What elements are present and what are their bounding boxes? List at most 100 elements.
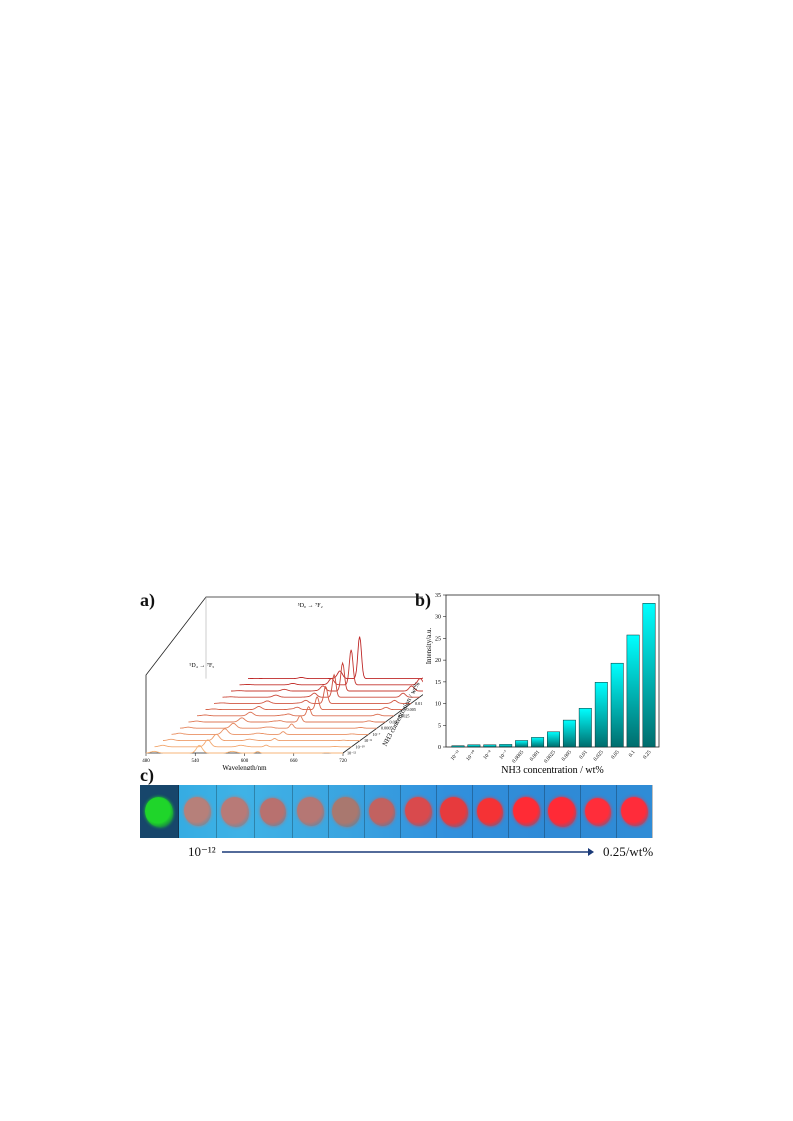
bar [515,740,529,748]
sample-powder [296,797,324,826]
x-tick-label: 0.025 [593,749,605,762]
x-tick-label: 10⁻¹⁰ [465,749,477,762]
sample-photo [178,785,217,838]
sample-powder [183,797,211,826]
x-tick-label: 10⁻⁷ [498,749,509,761]
y-tick-label: 20 [435,658,441,664]
sample-photo [364,785,401,838]
panel-a-label: a) [140,590,155,610]
bar [626,634,640,748]
depth-tick-label: 10⁻¹² [347,751,357,756]
x-tick-label: 0.001 [529,749,541,762]
x-tick-label: 10⁻¹² [450,749,462,762]
x-tick-label: 0.005 [561,749,573,762]
depth-tick-label: 0.0005 [381,726,393,731]
depth-tick-label: 10⁻⁸ [364,738,372,743]
arrow-start-label: 10⁻¹² [188,844,216,859]
sample-powder [260,797,286,826]
sample-photo [140,785,179,838]
sample-powder [477,797,503,826]
spectrum-line [231,661,423,692]
sample-photo [616,785,653,838]
panel-c-label: c) [140,765,154,785]
spectrum-line [248,636,423,680]
bar [451,745,465,748]
sample-photo [436,785,473,838]
bar [547,731,560,748]
arrow-end-label: 0.25/wt% [603,844,654,859]
spectrum-line [239,649,423,686]
intensity-bar-chart: 0 5 10 15 20 25 30 35 Intensity/a.u. 10⁻¹² 10⁻¹⁰ 10… [425,593,660,775]
y-tick-label: 35 [435,593,441,599]
spectrum-line [205,696,403,711]
spectrum-line [163,733,360,742]
sample-powder [332,796,360,827]
bar [594,682,608,748]
sample-photo [328,785,365,838]
spectrum-line [146,744,343,754]
concentration-arrow [222,848,594,856]
bar [483,744,497,748]
x-tick-label: 540 [192,759,200,764]
sample-photo [216,785,255,838]
sample-photo [508,785,545,838]
sample-photo [580,785,617,838]
sample-photo [400,785,437,838]
x-tick-label: 0.0005 [511,749,525,764]
x-axis-label: NH3 concentration / wt% [501,765,603,775]
spectrum-line [214,685,411,704]
x-tick-label: 720 [339,759,347,764]
spectrum-line [222,673,420,698]
x-axis-label: Wavelength/nm [222,764,267,770]
x-tick-label: 600 [241,759,249,764]
sample-photo [292,785,329,838]
depth-tick-label: 10⁻⁷ [373,732,381,737]
annotation-tb: ⁵D₄ → ⁷F₅ [189,663,214,669]
bar [610,662,624,748]
sample-powder [221,796,249,827]
spectrum-line [188,715,386,723]
sample-powder [404,797,432,826]
x-tick-label: 480 [142,759,150,764]
bar [531,737,545,748]
y-tick-label: 10 [435,702,441,708]
sample-photo [472,785,509,838]
y-axis-label: Intensity/a.u. [425,627,433,664]
x-tick-label: 0.1 [628,749,637,758]
sample-photo [544,785,581,838]
x-tick-label: 660 [290,759,298,764]
sample-powder [369,797,395,826]
depth-tick-label: 0.01 [415,701,422,706]
sample-photo [254,785,293,838]
y-tick-label: 5 [438,723,441,729]
bar [499,744,513,748]
x-tick-label: 0.01 [578,749,589,760]
depth-tick-label: 0.001 [390,720,399,725]
sample-powder [440,796,468,827]
sample-powder [585,797,611,826]
depth-axis-label: NH3 concentration / wt% [381,680,422,747]
y-tick-label: 0 [438,745,441,751]
waterfall-spectra-chart: 480540600660720Wavelength/nm0.250.10.050… [142,596,423,770]
spectrum-line [154,739,352,748]
bar [562,719,576,748]
annotation-eu: ⁵D₀ → ⁷F₂ [298,603,323,609]
sample-photo-strip [140,785,653,838]
sample-powder [620,797,648,826]
x-tick-label: 0.25 [642,749,653,760]
y-tick-label: 25 [435,636,441,642]
bar [467,744,481,748]
y-tick-label: 30 [435,615,441,621]
sample-powder [512,797,540,826]
y-tick-label: 15 [435,680,441,686]
x-tick-label: 10⁻⁸ [482,749,493,761]
sample-powder [145,796,173,827]
depth-tick-label: 0.0025 [398,713,410,718]
x-tick-label: 0.0025 [543,749,557,764]
bar [578,708,592,748]
depth-tick-label: 10⁻¹⁰ [356,744,366,749]
panel-b-label: b) [415,590,432,610]
x-tick-label: 0.05 [610,749,621,760]
depth-tick-label: 0.005 [407,707,416,712]
spectrum-line [196,706,394,717]
